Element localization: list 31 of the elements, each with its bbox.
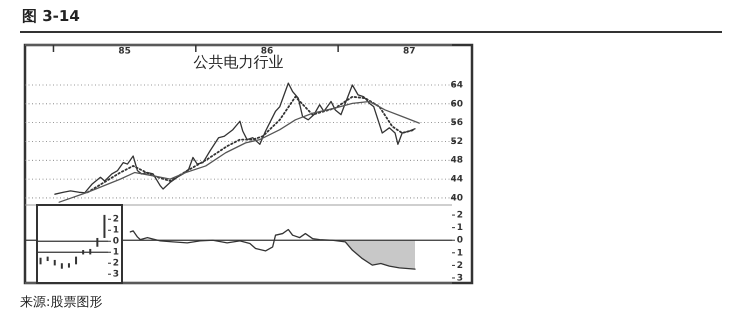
y-tick-label: 40	[450, 193, 463, 204]
x-tick-label: 87	[403, 46, 416, 56]
y-tick-label: 1	[456, 248, 463, 258]
y-tick-label: 64	[450, 80, 463, 90]
y-tick-label: 1	[112, 248, 119, 258]
y-tick-label: 0	[456, 236, 463, 246]
bar	[60, 263, 63, 269]
y-tick-label: 1	[112, 226, 119, 236]
y-tick-label: 0	[112, 236, 119, 247]
y-tick-label: 48	[450, 156, 463, 166]
bar	[40, 258, 42, 264]
y-tick-label: 44	[450, 174, 463, 185]
bar	[75, 256, 78, 264]
bar	[46, 256, 49, 262]
source-note: 来源:股票图形	[20, 295, 102, 310]
y-tick-label: 3	[456, 273, 463, 284]
y-tick-label: 60	[450, 99, 463, 110]
bar	[68, 263, 70, 268]
y-tick-label: 56	[450, 118, 463, 128]
y-tick-label: 3	[112, 270, 119, 280]
line-series	[58, 100, 420, 203]
caption: 图 3-14	[22, 7, 80, 25]
y-tick-label: 2	[456, 210, 463, 221]
y-tick-label: 1	[456, 223, 463, 234]
bar	[54, 260, 56, 266]
y-tick-label: 2	[112, 258, 119, 269]
y-tick-label: 2	[456, 260, 463, 271]
y-tick-label: 2	[112, 214, 119, 225]
y-tick-label: 52	[450, 136, 463, 147]
x-tick-label: 85	[118, 46, 131, 56]
bar	[103, 214, 106, 238]
